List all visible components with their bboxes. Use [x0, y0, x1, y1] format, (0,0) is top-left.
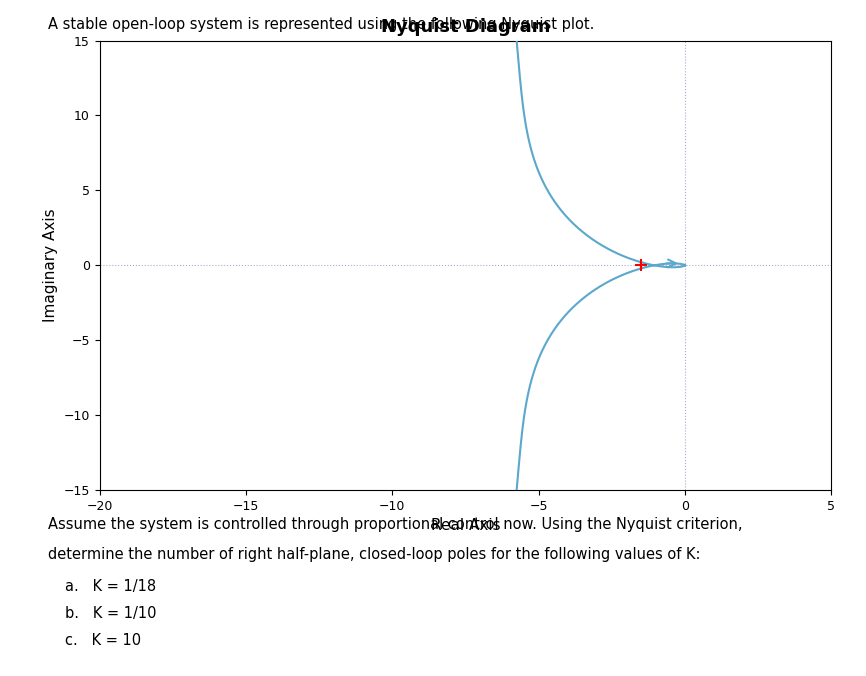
Text: c.   K = 10: c. K = 10	[65, 633, 141, 648]
Text: determine the number of right half-plane, closed-loop poles for the following va: determine the number of right half-plane…	[48, 547, 700, 562]
Text: Assume the system is controlled through proportional control now. Using the Nyqu: Assume the system is controlled through …	[48, 517, 742, 532]
Title: Nyquist Diagram: Nyquist Diagram	[381, 18, 550, 37]
Text: b.   K = 1/10: b. K = 1/10	[65, 606, 157, 621]
Text: A stable open-loop system is represented using the following Nyquist plot.: A stable open-loop system is represented…	[48, 17, 594, 32]
Y-axis label: Imaginary Axis: Imaginary Axis	[43, 208, 58, 322]
X-axis label: Real Axis: Real Axis	[430, 518, 501, 533]
Text: a.   K = 1/18: a. K = 1/18	[65, 579, 156, 594]
